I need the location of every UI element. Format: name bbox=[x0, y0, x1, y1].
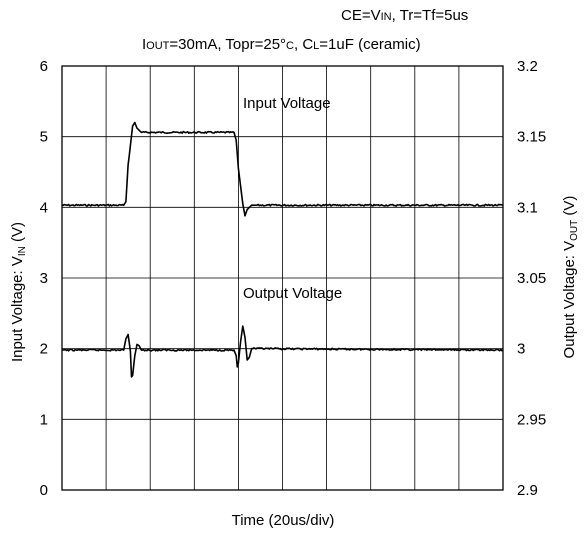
annotation-input-voltage: Input Voltage bbox=[243, 95, 331, 112]
cond2-out: OUT bbox=[146, 40, 170, 52]
y-left-tick-label: 2 bbox=[40, 341, 48, 358]
y-right-tick-label: 3.15 bbox=[517, 129, 546, 146]
cond2-e: =1uF (ceramic) bbox=[319, 36, 421, 53]
x-axis-label: Time (20us/div) bbox=[232, 512, 335, 529]
grid-lines bbox=[62, 66, 503, 490]
cond1-a-sub: IN bbox=[380, 11, 392, 23]
y-left-tick-label: 6 bbox=[40, 58, 48, 75]
y-right-sub: OUT bbox=[569, 220, 580, 241]
cond1-b: , Tr=Tf=5us bbox=[391, 7, 469, 24]
y-axis-label-left: Input Voltage: VIN (V) bbox=[9, 222, 28, 362]
right-axis: 2.9 2.95 3 3.05 3.1 3.15 3.2 bbox=[517, 58, 546, 499]
y-left-tick-label: 1 bbox=[40, 411, 48, 428]
y-left-unit: (V) bbox=[9, 222, 26, 246]
series-layer bbox=[61, 121, 504, 378]
plot-area bbox=[61, 65, 504, 491]
y-right-tick-label: 3.05 bbox=[517, 270, 546, 287]
y-right-tick-label: 2.95 bbox=[517, 411, 546, 428]
y-left-main: Input Voltage: V bbox=[9, 256, 26, 362]
y-axis-label-right: Output Voltage: VOUT (V) bbox=[561, 196, 580, 359]
left-axis: 0 1 2 3 4 5 6 bbox=[40, 58, 48, 499]
y-left-sub: IN bbox=[17, 246, 28, 256]
y-left-tick-label: 0 bbox=[40, 482, 48, 499]
y-right-tick-label: 3.2 bbox=[517, 58, 538, 75]
y-right-main: Output Voltage: V bbox=[561, 241, 578, 359]
y-left-tick-label: 5 bbox=[40, 129, 48, 146]
y-right-tick-label: 3.1 bbox=[517, 199, 538, 216]
y-left-tick-label: 3 bbox=[40, 270, 48, 287]
y-right-tick-label: 2.9 bbox=[517, 482, 538, 499]
cond1-a: CE=V bbox=[341, 7, 381, 24]
cond2-d: , C bbox=[294, 36, 314, 53]
y-right-unit: (V) bbox=[561, 196, 578, 220]
series-output-voltage bbox=[61, 325, 504, 378]
y-right-tick-label: 3 bbox=[517, 341, 525, 358]
y-left-tick-label: 4 bbox=[40, 199, 48, 216]
cond2-b: =30mA, Topr=25° bbox=[169, 36, 287, 53]
annotation-output-voltage: Output Voltage bbox=[243, 285, 342, 302]
test-conditions-line-2: IOUT=30mA, Topr=25°C, CL=1uF (ceramic) bbox=[142, 36, 421, 53]
cond2-i: I bbox=[142, 36, 147, 53]
cond2-l: L bbox=[313, 40, 320, 52]
test-conditions-line-1: CE=VIN, Tr=Tf=5us bbox=[341, 7, 468, 24]
series-input-voltage bbox=[61, 121, 504, 217]
cond2-c: C bbox=[286, 40, 294, 52]
